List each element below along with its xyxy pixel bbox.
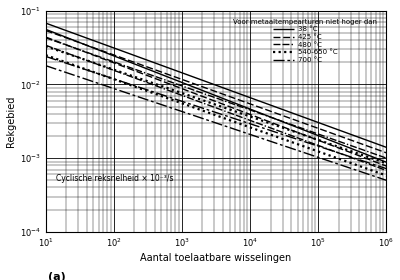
Text: (a): (a) xyxy=(48,272,66,280)
Text: Cyclische reksnelheid × 10⁻³/s: Cyclische reksnelheid × 10⁻³/s xyxy=(56,174,173,183)
Y-axis label: Rekgebied: Rekgebied xyxy=(6,95,16,147)
Legend: 38 °C, 425 °C, 480 °C, 540-650 °C, 700 °C: 38 °C, 425 °C, 480 °C, 540-650 °C, 700 °… xyxy=(231,17,380,65)
X-axis label: Aantal toelaatbare wisselingen: Aantal toelaatbare wisselingen xyxy=(140,253,292,263)
